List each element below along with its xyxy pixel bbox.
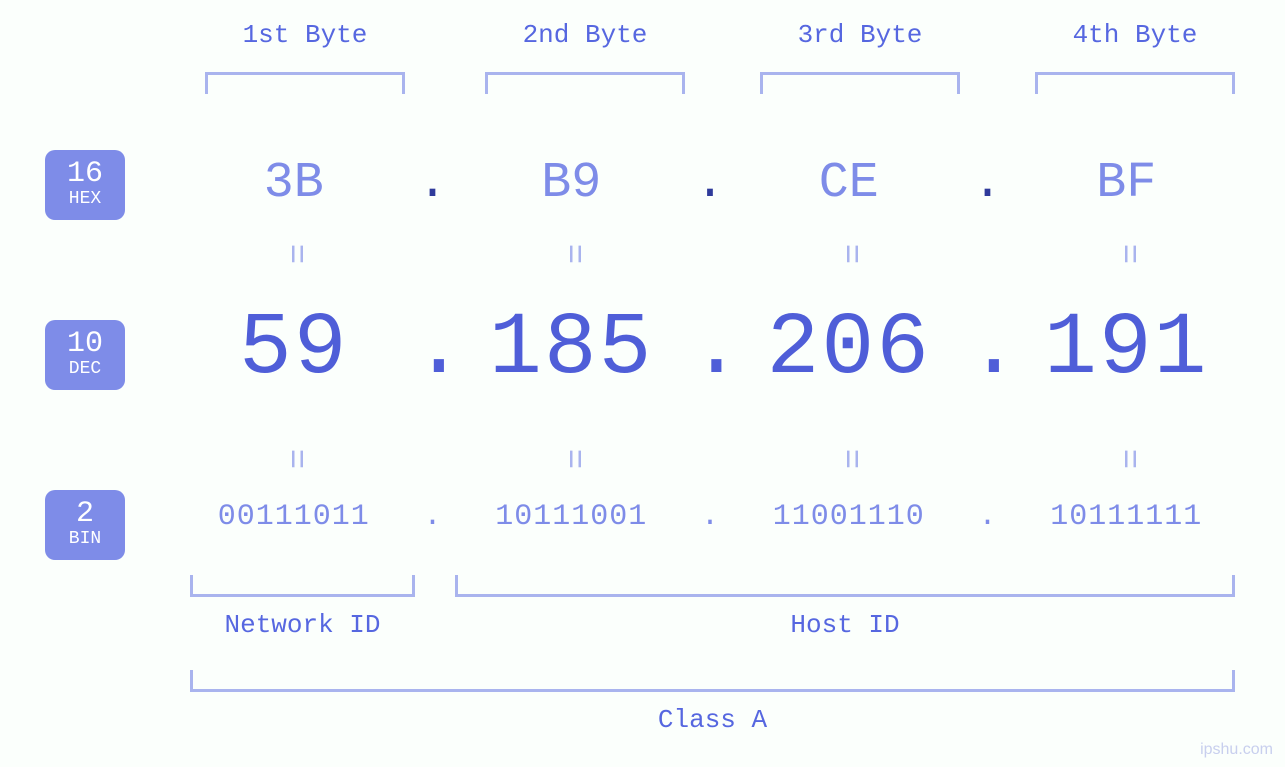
hex-dot-1: . xyxy=(413,155,453,212)
bin-byte-3: 11001110 xyxy=(730,500,968,534)
equals-row-1: = = = = xyxy=(175,235,1245,273)
bin-badge: 2 BIN xyxy=(45,490,125,560)
bin-dot-3: . xyxy=(968,500,1008,534)
hex-dot-3: . xyxy=(968,155,1008,212)
bin-byte-4: 10111111 xyxy=(1008,500,1246,534)
eq-icon: = xyxy=(275,340,313,578)
label-host: Host ID xyxy=(455,610,1235,640)
bracket-network xyxy=(190,575,415,597)
bin-byte-1: 00111011 xyxy=(175,500,413,534)
dec-row: 59 . 185 . 206 . 191 xyxy=(175,300,1245,399)
hex-badge-num: 16 xyxy=(67,159,103,189)
bin-row: 00111011 . 10111001 . 11001110 . 1011111… xyxy=(175,500,1245,534)
equals-row-2: = = = = xyxy=(175,440,1245,478)
bracket-top-4 xyxy=(1035,72,1235,94)
byte-header-1: 1st Byte xyxy=(205,20,405,50)
watermark: ipshu.com xyxy=(1200,741,1273,759)
hex-badge-label: HEX xyxy=(69,189,101,211)
eq-icon: = xyxy=(552,340,590,578)
hex-badge: 16 HEX xyxy=(45,150,125,220)
dec-badge: 10 DEC xyxy=(45,320,125,390)
bin-dot-1: . xyxy=(413,500,453,534)
bracket-top-1 xyxy=(205,72,405,94)
bracket-top-3 xyxy=(760,72,960,94)
bracket-class xyxy=(190,670,1235,692)
bracket-top-2 xyxy=(485,72,685,94)
bin-dot-2: . xyxy=(690,500,730,534)
dec-badge-label: DEC xyxy=(69,359,101,381)
bin-byte-2: 10111001 xyxy=(453,500,691,534)
dec-dot-1: . xyxy=(413,300,453,399)
label-class: Class A xyxy=(190,705,1235,735)
hex-row: 3B . B9 . CE . BF xyxy=(175,155,1245,212)
bracket-host xyxy=(455,575,1235,597)
dec-dot-2: . xyxy=(690,300,730,399)
byte-header-2: 2nd Byte xyxy=(485,20,685,50)
byte-header-3: 3rd Byte xyxy=(760,20,960,50)
hex-dot-2: . xyxy=(690,155,730,212)
bin-badge-label: BIN xyxy=(69,529,101,551)
bin-badge-num: 2 xyxy=(76,499,94,529)
eq-icon: = xyxy=(1107,340,1145,578)
label-network: Network ID xyxy=(190,610,415,640)
dec-badge-num: 10 xyxy=(67,329,103,359)
eq-icon: = xyxy=(830,340,868,578)
byte-header-4: 4th Byte xyxy=(1035,20,1235,50)
dec-dot-3: . xyxy=(968,300,1008,399)
ip-diagram: 1st Byte 2nd Byte 3rd Byte 4th Byte 16 H… xyxy=(0,0,1285,767)
